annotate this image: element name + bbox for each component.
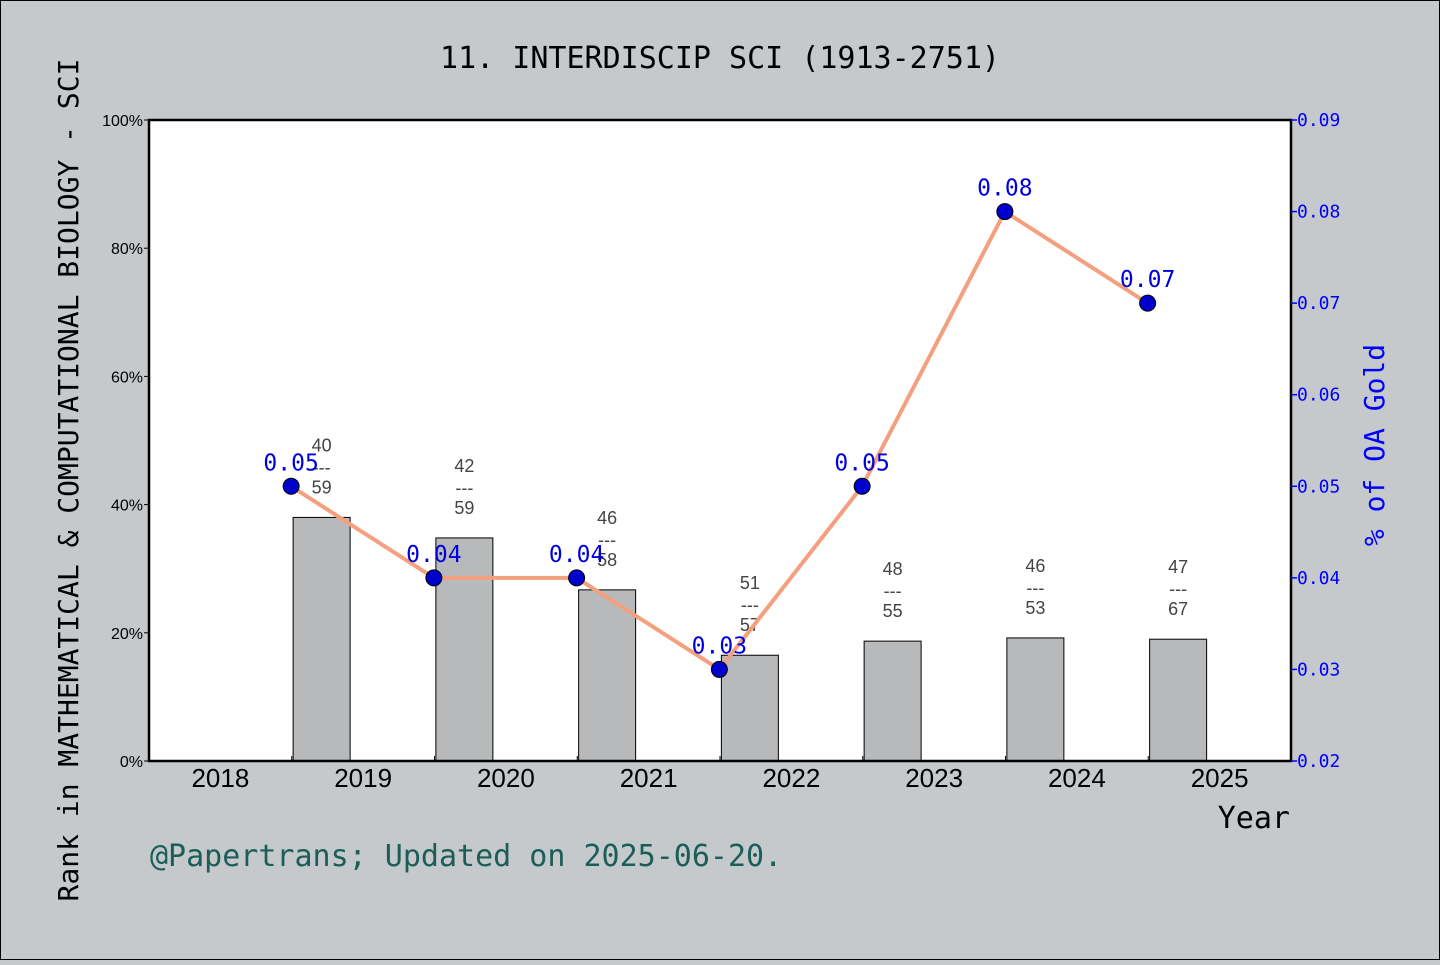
oa-gold-value-label: 0.07 bbox=[1120, 267, 1175, 293]
x-axis-label: Year bbox=[1218, 801, 1290, 836]
bar-total-label: 55 bbox=[883, 601, 903, 621]
x-tick-label: 2021 bbox=[620, 763, 678, 793]
bar-label-separator: --- bbox=[1026, 578, 1044, 598]
y-right-tick-label: 0.05 bbox=[1297, 476, 1340, 497]
bar-rank-label: 48 bbox=[883, 559, 903, 579]
bar-label-separator: --- bbox=[455, 478, 473, 498]
bar-2019 bbox=[292, 516, 351, 762]
bar-total-label: 59 bbox=[312, 477, 332, 497]
bar-label-separator: --- bbox=[598, 530, 616, 550]
y-right-tick-label: 0.09 bbox=[1297, 110, 1340, 131]
x-tick-label: 2022 bbox=[762, 763, 820, 793]
bar-rank-label: 47 bbox=[1168, 557, 1188, 577]
y-left-tick-label: 100% bbox=[102, 113, 143, 130]
x-tick-label: 2018 bbox=[191, 763, 249, 793]
y-left-tick-label: 40% bbox=[111, 498, 143, 515]
bar-total-label: 53 bbox=[1025, 598, 1045, 618]
bar-label-separator: --- bbox=[741, 595, 759, 615]
bar-2020 bbox=[435, 537, 494, 762]
bar-rank-label: 40 bbox=[312, 435, 332, 455]
y-axis-right-label: % of OA Gold bbox=[1358, 344, 1391, 546]
oa-gold-value-label: 0.03 bbox=[692, 633, 747, 659]
line-group: 0.05 0.04 0.04 0.03 0.05 0.08 0.07 bbox=[263, 176, 1175, 678]
bar-2025 bbox=[1149, 638, 1208, 762]
bar-total-label: 67 bbox=[1168, 599, 1188, 619]
y-axis-left-label: Rank in MATHEMATICAL & COMPUTATIONAL BIO… bbox=[52, 59, 85, 902]
credit-text: @Papertrans; Updated on 2025-06-20. bbox=[150, 839, 782, 874]
oa-gold-value-label: 0.05 bbox=[834, 450, 889, 476]
y-right-tick-label: 0.02 bbox=[1297, 751, 1340, 772]
oa-gold-value-label: 0.04 bbox=[406, 542, 461, 568]
oa-gold-point-2025 bbox=[1139, 294, 1157, 312]
bar-2021 bbox=[578, 589, 637, 762]
bar-rank-label: 46 bbox=[597, 508, 617, 528]
bar-label-separator: --- bbox=[884, 581, 902, 601]
x-tick-label: 2023 bbox=[905, 763, 963, 793]
bar-rank-label: 46 bbox=[1025, 556, 1045, 576]
bars-group bbox=[292, 516, 1208, 762]
bar-label-separator: --- bbox=[1169, 579, 1187, 599]
bar-total-label: 58 bbox=[597, 550, 617, 570]
y-left-tick-label: 20% bbox=[111, 626, 143, 643]
oa-gold-value-label: 0.05 bbox=[263, 450, 318, 476]
y-right-tick-label: 0.03 bbox=[1297, 659, 1340, 680]
bar-rank-label: 42 bbox=[454, 456, 474, 476]
axes-group: 0% 20% 40% 60% 80% 100% 0.02 0.03 0.04 0.05 0.06 0.… bbox=[102, 110, 1340, 793]
x-tick-label: 2020 bbox=[477, 763, 535, 793]
oa-gold-point-2019 bbox=[282, 477, 300, 495]
bar-total-label: 59 bbox=[454, 498, 474, 518]
x-tick-label: 2024 bbox=[1048, 763, 1106, 793]
oa-gold-point-2024 bbox=[996, 203, 1014, 221]
y-right-tick-label: 0.07 bbox=[1297, 293, 1340, 314]
bar-2022 bbox=[720, 654, 779, 762]
x-tick-label: 2019 bbox=[334, 763, 392, 793]
oa-gold-value-label: 0.08 bbox=[977, 176, 1032, 202]
chart-title: 11. INTERDISCIP SCI (1913-2751) bbox=[440, 41, 1000, 76]
y-right-tick-label: 0.08 bbox=[1297, 202, 1340, 223]
oa-gold-point-2023 bbox=[853, 477, 871, 495]
y-left-tick-label: 80% bbox=[111, 241, 143, 258]
oa-gold-value-label: 0.04 bbox=[549, 542, 604, 568]
bar-label-separator: --- bbox=[313, 457, 331, 477]
y-right-tick-label: 0.04 bbox=[1297, 568, 1340, 589]
oa-gold-point-2022 bbox=[710, 660, 728, 678]
oa-gold-point-2021 bbox=[568, 569, 586, 587]
bar-total-label: 57 bbox=[740, 615, 760, 635]
y-right-tick-label: 0.06 bbox=[1297, 385, 1340, 406]
bar-2023 bbox=[863, 640, 922, 762]
x-tick-label: 2025 bbox=[1191, 763, 1249, 793]
y-left-tick-label: 60% bbox=[111, 369, 143, 386]
bar-rank-label: 51 bbox=[740, 573, 760, 593]
bar-2024 bbox=[1006, 637, 1065, 762]
oa-gold-point-2020 bbox=[425, 569, 443, 587]
y-left-tick-label: 0% bbox=[120, 754, 143, 771]
